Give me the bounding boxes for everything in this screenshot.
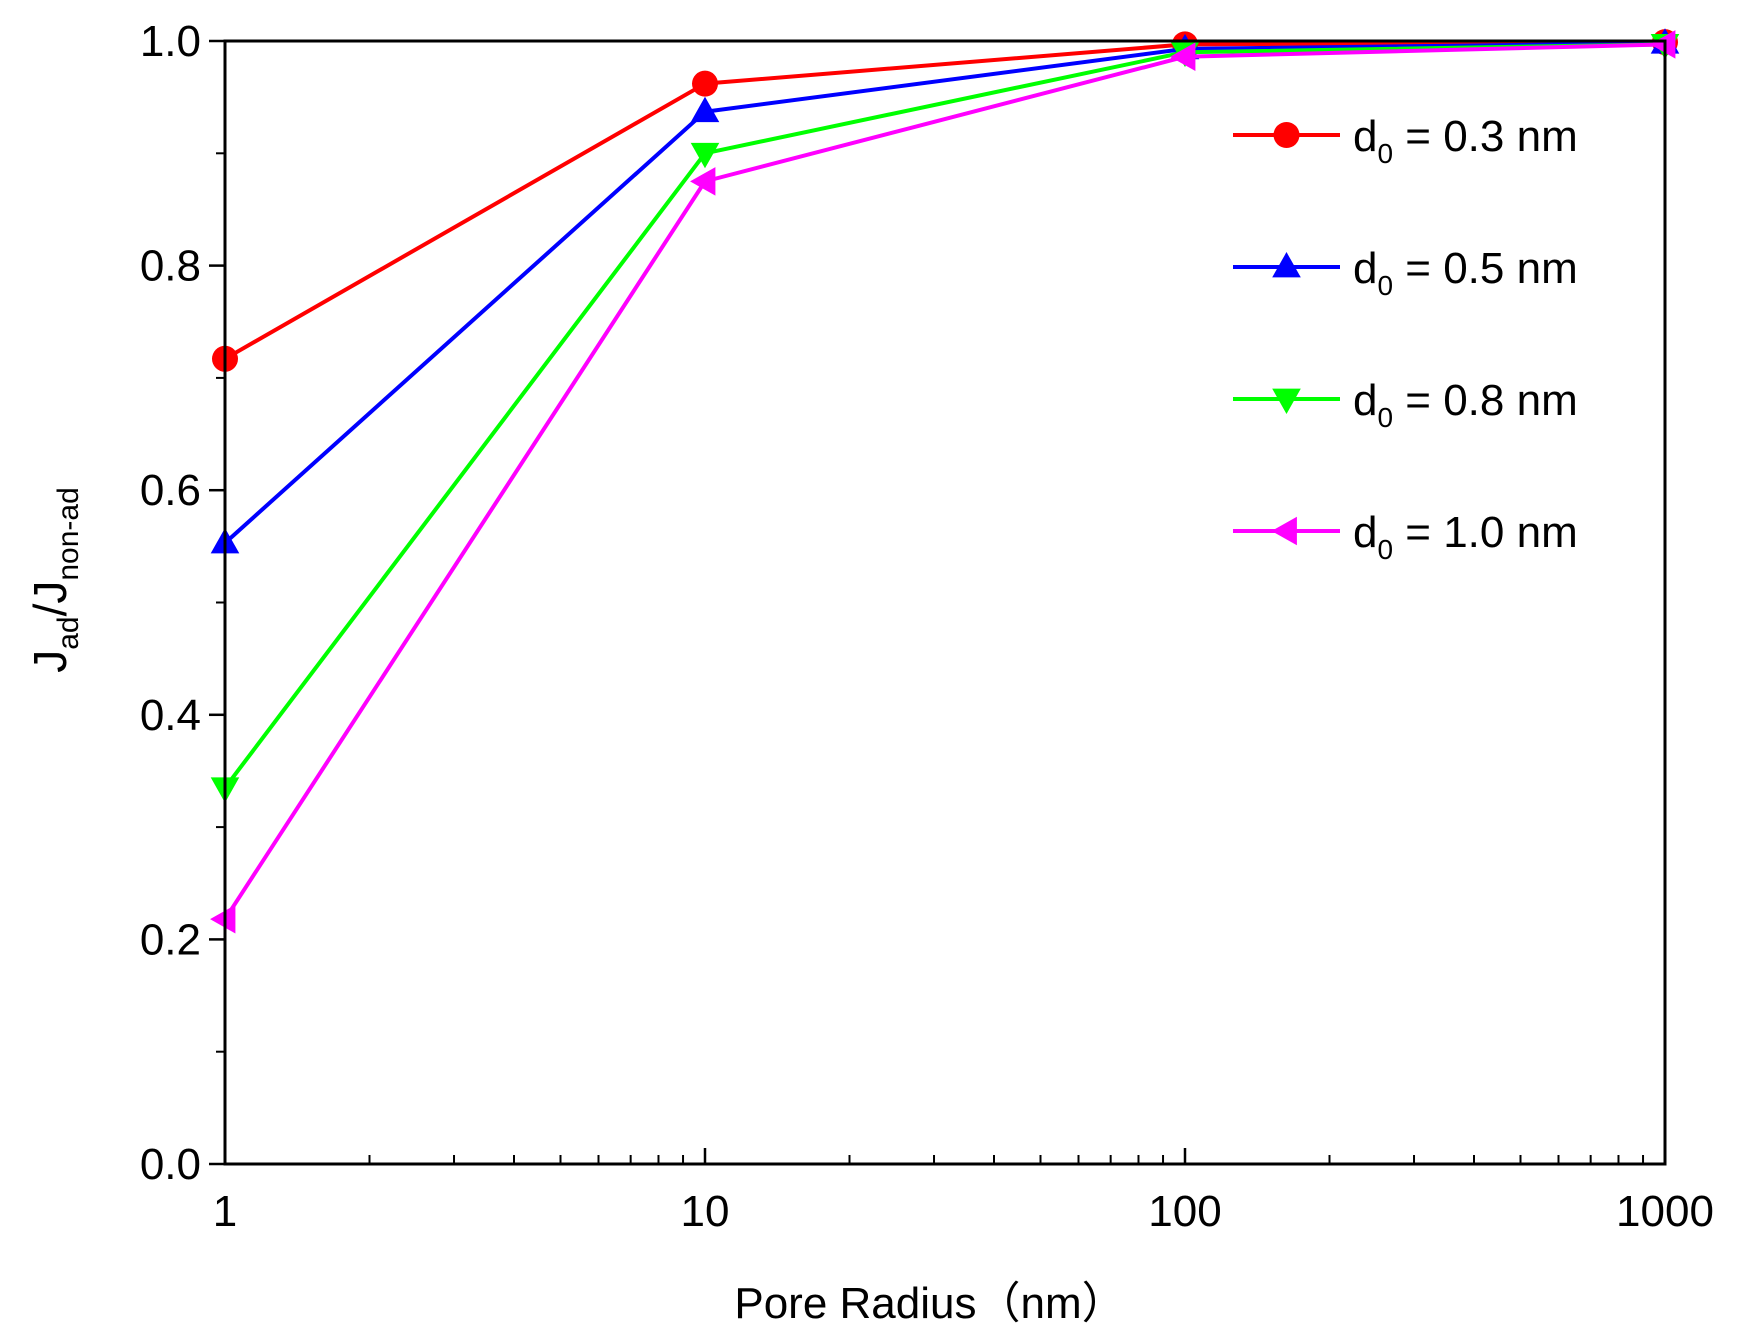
y-tick-label: 0.6 [140,466,201,515]
y-axis-label-main: J [24,650,76,673]
plot-frame [223,39,1667,1166]
legend-label-main: d [1353,508,1377,557]
data-point [690,142,720,169]
x-tick-label: 10 [681,1187,730,1236]
legend-label: d0 = 0.8 nm [1353,376,1578,433]
y-axis-label-sep: /J [24,581,76,617]
data-point [1170,42,1196,72]
y-axis-label-sub1: ad [52,616,85,649]
data-point [690,167,716,196]
legend-label-rest: = 0.5 nm [1393,244,1578,293]
data-point [210,904,236,934]
legend-marker [1272,388,1301,414]
legend-label-main: d [1353,376,1377,425]
y-tick-label: 0.2 [140,915,201,964]
legend-label-rest: = 0.8 nm [1393,376,1578,425]
y-axis-label-sub2: non-ad [52,487,85,580]
y-tick-label: 0.8 [140,242,201,291]
series-line [223,42,1666,921]
legend-label-main: d [1353,244,1377,293]
axis-ticks [209,39,1667,1166]
legend-label-main: d [1353,112,1377,161]
legend-label-rest: = 1.0 nm [1393,508,1578,557]
x-tick-label: 1000 [1616,1187,1714,1236]
legend-label-sub: 0 [1377,270,1393,301]
legend-label: d0 = 1.0 nm [1353,508,1578,565]
y-tick-label: 1.0 [140,17,201,66]
tick-labels: 1 10 100 1000 0.0 0.2 0.4 0.6 0.8 1.0 [140,17,1714,1236]
legend-marker [1271,516,1297,546]
legend-label-rest: = 0.3 nm [1393,112,1578,161]
y-tick-label: 0.0 [140,1140,201,1189]
legend-label-sub: 0 [1377,402,1393,433]
legend-label-sub: 0 [1377,534,1393,565]
x-tick-label: 100 [1148,1187,1221,1236]
legend-label: d0 = 0.3 nm [1353,112,1578,169]
series-line [223,42,1666,790]
series-line [223,41,1666,545]
data-point [690,96,720,123]
data-point [692,70,718,97]
y-axis-label: Jad/Jnon-ad [24,487,85,673]
y-tick-label: 0.4 [140,691,201,740]
data-point [1650,30,1676,59]
series-line [224,40,1666,361]
x-tick-label: 1 [213,1187,237,1236]
x-axis-label: Pore Radius（nm） [734,1279,1125,1328]
legend-label-sub: 0 [1377,138,1393,169]
legend-marker [1273,122,1300,148]
data-series [210,28,1680,934]
legend-label: d0 = 0.5 nm [1353,244,1578,301]
legend-marker [1272,252,1301,278]
